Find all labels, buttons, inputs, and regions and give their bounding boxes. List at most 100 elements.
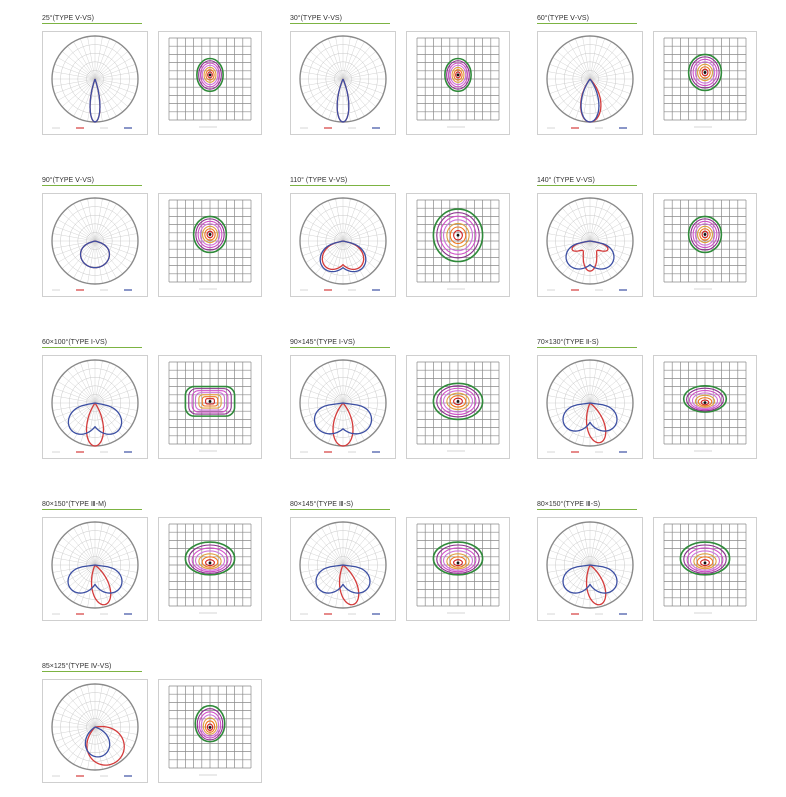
iso-contour xyxy=(446,60,470,90)
polar-curve-c0 xyxy=(315,564,371,594)
panel-title: 140° (TYPE Ⅴ-VS) xyxy=(537,177,595,184)
iso-contour xyxy=(207,71,213,79)
polar-spoke xyxy=(315,207,344,242)
polar-spoke xyxy=(94,550,136,566)
iso-contour xyxy=(203,66,217,83)
polar-spoke xyxy=(94,200,110,242)
polar-spoke xyxy=(300,395,344,404)
polar-spoke xyxy=(342,203,365,242)
iso-contour xyxy=(198,60,222,90)
iso-contour xyxy=(439,215,477,255)
polar-spoke xyxy=(94,64,136,80)
title-underline xyxy=(537,509,637,510)
iso-contour xyxy=(191,390,229,413)
polar-spoke xyxy=(568,564,591,603)
polar-spoke xyxy=(582,522,591,566)
polar-spoke xyxy=(80,524,96,566)
polar-spoke xyxy=(94,198,103,242)
polar-spoke xyxy=(589,207,618,242)
polar-spoke xyxy=(57,726,96,749)
iso-contour xyxy=(432,541,484,576)
polar-spoke xyxy=(342,38,358,80)
iso-contour xyxy=(432,382,484,421)
iso-center-dot xyxy=(456,233,460,237)
polar-spoke xyxy=(589,41,612,80)
polar-spoke xyxy=(315,369,344,404)
iso-contour xyxy=(192,215,228,254)
polar-spoke xyxy=(94,78,136,94)
title-underline xyxy=(42,671,142,672)
iso-contour xyxy=(446,553,470,570)
polar-spoke xyxy=(589,369,618,404)
polar-spoke xyxy=(342,78,365,117)
iso-contour xyxy=(679,541,731,576)
polar-spoke xyxy=(342,78,351,122)
polar-spoke xyxy=(94,524,110,566)
iso-contour xyxy=(436,385,480,418)
polar-spoke xyxy=(73,527,96,566)
iso-contour xyxy=(205,559,215,567)
iso-center-dot xyxy=(208,399,212,403)
polar-spoke xyxy=(342,369,371,404)
polar-spoke xyxy=(73,564,96,603)
polar-spoke xyxy=(589,78,631,94)
iso-contour xyxy=(701,68,709,77)
polar-spoke xyxy=(73,689,96,728)
iso-contour xyxy=(690,56,720,89)
polar-spoke xyxy=(61,402,96,431)
iso-contour xyxy=(687,215,723,254)
polar-spoke xyxy=(342,240,351,284)
photometry-panel: 80×145°(TYPE Ⅲ-S) xyxy=(290,500,520,630)
polar-spoke xyxy=(556,51,591,80)
polar-spoke xyxy=(589,78,624,107)
polar-spoke xyxy=(562,207,591,242)
polar-spoke xyxy=(547,557,591,566)
polar-spoke xyxy=(582,198,591,242)
polar-svg xyxy=(51,35,139,129)
polar-spoke xyxy=(342,213,377,242)
polar-curve-c90 xyxy=(85,402,105,447)
isolux-svg xyxy=(168,685,252,776)
polar-spoke xyxy=(94,362,110,404)
polar-spoke xyxy=(94,564,110,606)
iso-center-dot xyxy=(703,71,707,74)
polar-spoke xyxy=(94,36,103,80)
polar-curve-c0 xyxy=(562,564,618,594)
polar-spoke xyxy=(57,543,96,566)
photometry-panel: 90×145°(TYPE Ⅰ-VS) xyxy=(290,338,520,468)
polar-curve-c90 xyxy=(321,240,365,271)
polar-spoke xyxy=(589,402,612,441)
polar-spoke xyxy=(342,78,384,94)
polar-spoke xyxy=(549,226,591,242)
polar-spoke xyxy=(556,402,591,431)
polar-spoke xyxy=(305,402,344,425)
polar-spoke xyxy=(309,240,344,269)
isolux-svg xyxy=(168,361,252,452)
polar-spoke xyxy=(342,564,365,603)
polar-spoke xyxy=(305,219,344,242)
polar-spoke xyxy=(57,381,96,404)
isolux-svg xyxy=(168,37,252,128)
polar-spoke xyxy=(556,537,591,566)
iso-contour xyxy=(442,219,474,252)
polar-spoke xyxy=(321,203,344,242)
polar-spoke xyxy=(342,564,358,606)
iso-contour xyxy=(701,230,709,239)
polar-spoke xyxy=(342,564,351,608)
iso-contour xyxy=(453,230,463,241)
polar-spoke xyxy=(52,726,96,735)
polar-candela-plot xyxy=(290,31,396,135)
polar-spoke xyxy=(342,402,351,446)
polar-spoke xyxy=(328,200,344,242)
polar-spoke xyxy=(589,203,612,242)
polar-spoke xyxy=(568,365,591,404)
polar-spoke xyxy=(342,550,384,566)
photometry-panel: 80×150°(TYPE Ⅲ-S) xyxy=(537,500,767,630)
polar-spoke xyxy=(589,240,598,284)
iso-contour xyxy=(188,388,232,415)
iso-contour xyxy=(444,57,472,93)
polar-spoke xyxy=(94,78,129,107)
polar-spoke xyxy=(556,564,591,593)
polar-spoke xyxy=(549,564,591,580)
polar-spoke xyxy=(309,375,344,404)
